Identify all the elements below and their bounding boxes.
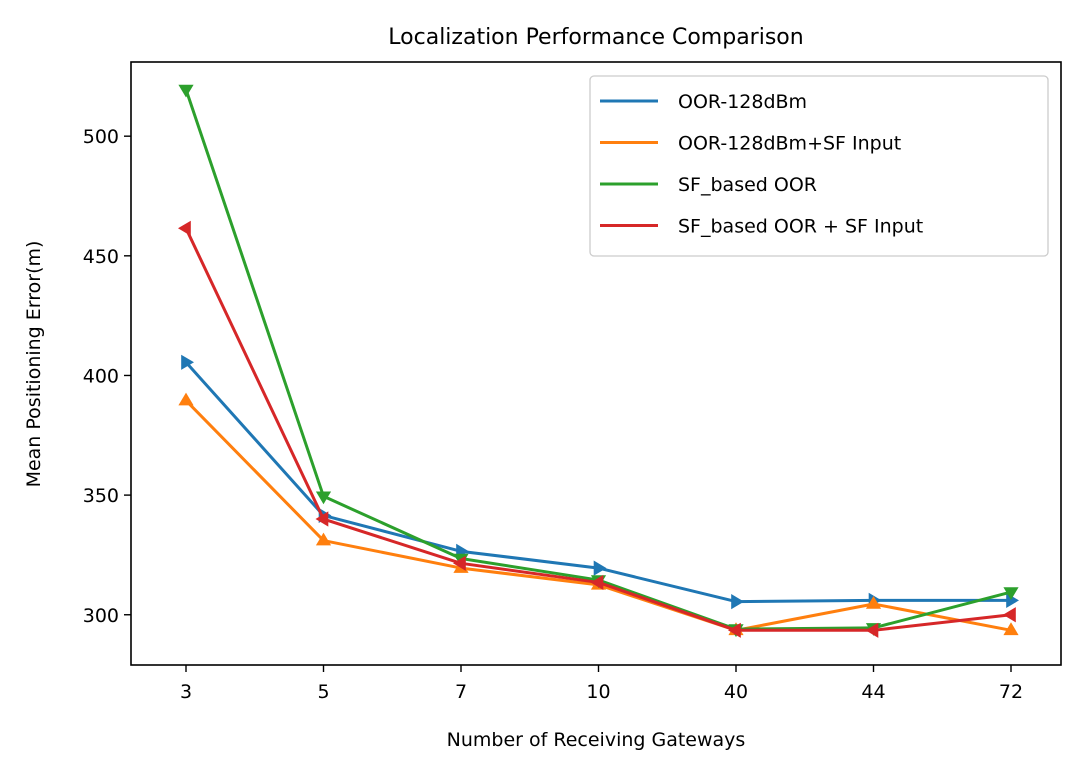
- y-axis-label: Mean Positioning Error(m): [23, 241, 45, 488]
- legend-label: OOR-128dBm+SF Input: [678, 133, 901, 155]
- data-point: [178, 392, 194, 406]
- y-tick-label: 450: [83, 246, 119, 268]
- data-point: [731, 593, 744, 610]
- legend-item: SF_based OOR + SF Input: [600, 216, 923, 238]
- data-point: [590, 574, 604, 591]
- series-line: [184, 399, 1012, 632]
- legend: OOR-128dBm OOR-128dBm+SF Input SF_based OO…: [589, 75, 1049, 257]
- x-tick-label: 44: [861, 681, 885, 703]
- data-point: [181, 354, 194, 370]
- chart-title: Localization Performance Comparison: [388, 25, 803, 50]
- data-point: [593, 560, 607, 576]
- y-tick-label: 300: [83, 605, 119, 627]
- legend-label: SF_based OOR + SF Input: [678, 216, 923, 238]
- legend-item: OOR-128dBm+SF Input: [600, 133, 901, 155]
- data-point: [453, 555, 466, 571]
- data-point: [178, 84, 194, 98]
- legend-box: [589, 75, 1049, 257]
- legend-item: OOR-128dBm: [600, 91, 807, 113]
- legend-label: SF_based OOR: [678, 174, 817, 196]
- plot-frame: [130, 61, 1062, 666]
- data-point: [315, 532, 332, 546]
- x-tick-label: 3: [180, 681, 192, 703]
- data-point: [178, 220, 191, 236]
- x-tick-label: 72: [999, 681, 1023, 703]
- legend-label: OOR-128dBm: [678, 91, 807, 113]
- y-tick-label: 400: [83, 365, 119, 387]
- data-point: [728, 622, 741, 638]
- data-point: [315, 511, 329, 527]
- x-tick-label: 7: [455, 681, 467, 703]
- data-point: [1003, 622, 1019, 636]
- data-point: [315, 491, 332, 505]
- x-axis-label: Number of Receiving Gateways: [447, 729, 746, 751]
- y-tick-label: 500: [83, 126, 119, 148]
- series-4: [178, 220, 1016, 638]
- y-axis: 300 350 400 450 500: [83, 126, 131, 627]
- data-point: [865, 622, 879, 638]
- data-point: [865, 595, 882, 609]
- legend-item: SF_based OOR: [600, 174, 817, 196]
- x-tick-label: 10: [586, 681, 610, 703]
- data-point: [1003, 607, 1016, 623]
- x-tick-label: 5: [317, 681, 329, 703]
- data-point: [1003, 587, 1019, 601]
- y-tick-label: 350: [83, 485, 119, 507]
- x-axis: 3 5 7 10 40 44 72: [180, 665, 1023, 703]
- series-layer: [178, 84, 1019, 638]
- series-2: [178, 392, 1019, 636]
- x-tick-label: 40: [724, 681, 748, 703]
